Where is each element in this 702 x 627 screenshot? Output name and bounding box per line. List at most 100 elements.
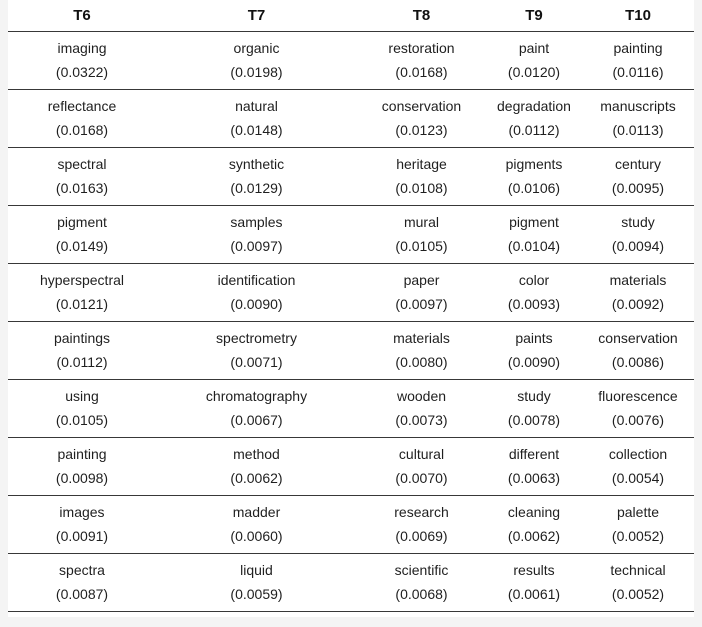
table-cell: spectral (0.0163): [8, 147, 156, 206]
topic-word-probability: (0.0071): [230, 354, 283, 370]
topic-word-probability: (0.0086): [611, 354, 665, 370]
topic-word-probability: (0.0116): [612, 64, 664, 80]
table-cell: cultural (0.0070): [357, 437, 486, 496]
topic-word-probability: (0.0068): [395, 586, 448, 602]
table-cell: heritage (0.0108): [357, 147, 486, 206]
table-cell: images (0.0091): [8, 495, 156, 554]
topic-word-probability: (0.0121): [55, 296, 109, 312]
topic-word: hyperspectral: [39, 272, 125, 288]
table-cell: scientific (0.0068): [357, 553, 486, 612]
topic-word-probability: (0.0063): [507, 470, 561, 486]
topic-word-probability: (0.0148): [230, 122, 283, 138]
topic-word: natural: [235, 98, 278, 114]
topic-word-probability: (0.0091): [55, 528, 109, 544]
topic-word: madder: [232, 504, 281, 520]
table-cell: fluorescence (0.0076): [582, 379, 694, 438]
topic-word: restoration: [388, 40, 455, 56]
table-header: T6 T7 T8 T9 T10: [8, 0, 694, 32]
topic-word: materials: [393, 330, 450, 346]
topic-word-probability: (0.0052): [611, 586, 665, 602]
topic-word: using: [65, 388, 99, 404]
table-cell: wooden (0.0073): [357, 379, 486, 438]
topic-word-probability: (0.0120): [507, 64, 561, 80]
table-cell: reflectance (0.0168): [8, 89, 156, 148]
table-cell: paper (0.0097): [357, 263, 486, 322]
column-header-t10: T10: [582, 0, 694, 32]
topic-word: heritage: [396, 156, 447, 172]
table-cell: hyperspectral (0.0121): [8, 263, 156, 322]
topic-word: cultural: [398, 446, 445, 462]
table-row: reflectance (0.0168) natural (0.0148) conser…: [8, 89, 694, 148]
table-cell: collection (0.0054): [582, 437, 694, 496]
topic-word: paper: [403, 272, 440, 288]
topic-word-probability: (0.0092): [611, 296, 665, 312]
topic-word: conservation: [381, 98, 462, 114]
table-cell: research (0.0069): [357, 495, 486, 554]
topic-word-probability: (0.0094): [611, 238, 665, 254]
topic-word-probability: (0.0078): [507, 412, 561, 428]
column-header-t6: T6: [8, 0, 156, 32]
table-row: hyperspectral (0.0121) identification (0.00…: [8, 263, 694, 322]
topic-word: wooden: [396, 388, 447, 404]
topic-word-probability: (0.0059): [230, 586, 283, 602]
topic-word-probability: (0.0198): [230, 64, 283, 80]
table-cell: technical (0.0052): [582, 553, 694, 612]
topic-word: conservation: [598, 330, 678, 346]
column-header-t7: T7: [156, 0, 357, 32]
table-cell: samples (0.0097): [156, 205, 357, 264]
topic-word-probability: (0.0163): [55, 180, 109, 196]
table-cell: paintings (0.0112): [8, 321, 156, 380]
topic-word: painting: [57, 446, 107, 462]
topic-word: organic: [233, 40, 280, 56]
topic-word: scientific: [394, 562, 449, 578]
table-cell: painting (0.0116): [582, 31, 694, 90]
topic-word: cleaning: [507, 504, 561, 520]
topic-word-probability: (0.0061): [507, 586, 561, 602]
topic-word: pigments: [505, 156, 563, 172]
topic-word-probability: (0.0097): [230, 238, 283, 254]
topic-word: synthetic: [228, 156, 285, 172]
topic-word: painting: [613, 40, 663, 56]
table-cell: paint (0.0120): [486, 31, 582, 90]
table-cell: century (0.0095): [582, 147, 694, 206]
topic-word: spectrometry: [216, 330, 297, 346]
topic-word: paint: [518, 40, 550, 56]
table-row: painting (0.0098) method (0.0062) cultural (0…: [8, 437, 694, 496]
table-cell: spectra (0.0087): [8, 553, 156, 612]
topic-word: different: [508, 446, 560, 462]
table-cell: spectrometry (0.0071): [156, 321, 357, 380]
topic-word-probability: (0.0112): [56, 354, 108, 370]
topic-word-probability: (0.0168): [55, 122, 109, 138]
topic-word-probability: (0.0123): [395, 122, 448, 138]
table-cell: natural (0.0148): [156, 89, 357, 148]
table-cell: conservation (0.0123): [357, 89, 486, 148]
topic-word: paintings: [53, 330, 111, 346]
topic-word-probability: (0.0106): [507, 180, 561, 196]
table-cell: conservation (0.0086): [582, 321, 694, 380]
topic-word: collection: [608, 446, 668, 462]
table-cell: pigment (0.0104): [486, 205, 582, 264]
topic-word-probability: (0.0062): [507, 528, 561, 544]
topic-word-probability: (0.0062): [230, 470, 283, 486]
topic-word-probability: (0.0129): [230, 180, 283, 196]
topic-word-probability: (0.0070): [395, 470, 448, 486]
table-cell: degradation (0.0112): [486, 89, 582, 148]
table-cell: identification (0.0090): [156, 263, 357, 322]
topic-word: color: [518, 272, 550, 288]
topic-word: technical: [610, 562, 666, 578]
table-row: using (0.0105) chromatography (0.0067) woode…: [8, 379, 694, 438]
table-cell: paints (0.0090): [486, 321, 582, 380]
table-cell: mural (0.0105): [357, 205, 486, 264]
topic-word-probability: (0.0090): [230, 296, 283, 312]
table-row: paintings (0.0112) spectrometry (0.0071) mat…: [8, 321, 694, 380]
table-cell: pigments (0.0106): [486, 147, 582, 206]
topic-word-probability: (0.0168): [395, 64, 448, 80]
topic-word-probability: (0.0105): [395, 238, 448, 254]
table-cell: palette (0.0052): [582, 495, 694, 554]
table-row: pigment (0.0149) samples (0.0097) mural (0.01…: [8, 205, 694, 264]
table-cell: materials (0.0080): [357, 321, 486, 380]
topic-word: spectral: [57, 156, 107, 172]
topic-word-probability: (0.0073): [395, 412, 448, 428]
topic-word: liquid: [240, 562, 273, 578]
topic-word: pigment: [57, 214, 107, 230]
